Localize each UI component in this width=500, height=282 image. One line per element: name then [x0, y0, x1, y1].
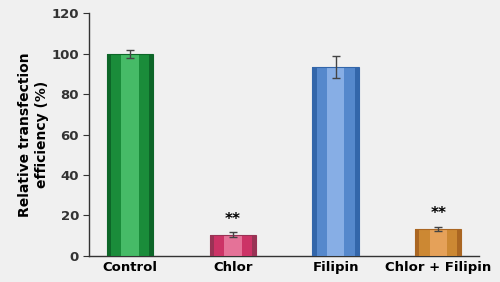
Bar	[111, 54, 149, 256]
Bar	[214, 235, 252, 256]
Bar	[312, 67, 358, 256]
Bar	[107, 54, 154, 256]
Y-axis label: Relative transfection
efficiency (%): Relative transfection efficiency (%)	[18, 52, 48, 217]
Bar	[224, 235, 242, 256]
Text: **: **	[225, 212, 241, 227]
Bar	[210, 235, 256, 256]
Bar	[107, 54, 154, 256]
Bar	[122, 54, 139, 256]
Text: **: **	[430, 206, 446, 221]
Bar	[415, 228, 462, 256]
Bar	[327, 67, 344, 256]
Bar	[415, 228, 462, 256]
Bar	[312, 67, 358, 256]
Bar	[430, 228, 447, 256]
Bar	[210, 235, 256, 256]
Bar	[420, 228, 458, 256]
Bar	[316, 67, 354, 256]
